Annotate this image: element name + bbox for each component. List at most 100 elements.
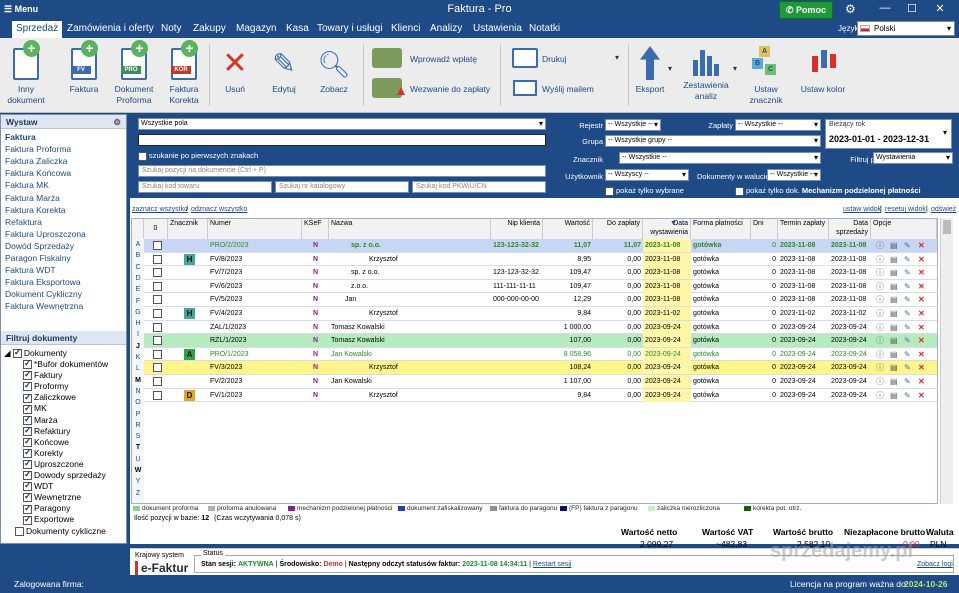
reset-view-link[interactable]: resetuj widok (885, 206, 926, 213)
row-checkbox[interactable] (153, 363, 162, 373)
sidebar-link[interactable]: Faktura Wewnętrzna (5, 301, 84, 312)
gear-icon[interactable]: ⚙ (845, 2, 856, 16)
table-row[interactable]: H FV/4/2023 N Krzysztof 9,84 0,00 2023-11-02 go… (132, 307, 937, 321)
alphabet-letter[interactable]: R (135, 421, 141, 429)
tree-item[interactable]: Korekty (23, 447, 63, 459)
sidebar-link[interactable]: Paragon Fiskalny (5, 253, 71, 263)
table-row[interactable]: A PRO/1/2023 N Jan Kowalski 8 058,96 0,00 2023… (132, 347, 937, 362)
grid-scrollbar[interactable] (940, 218, 953, 504)
tree-item[interactable]: Faktury (23, 369, 62, 381)
tree-item-cyclic[interactable]: Dokumenty cykliczne (15, 526, 106, 536)
info-icon[interactable]: ⓘ (876, 336, 884, 346)
column-header[interactable]: KSeF (302, 219, 329, 239)
info-icon[interactable]: ⓘ (876, 390, 884, 400)
row-checkbox[interactable] (153, 281, 162, 291)
alphabet-letter[interactable]: C (135, 263, 141, 271)
info-icon[interactable]: ⓘ (876, 363, 884, 373)
pencil-icon[interactable]: ✎ (904, 377, 911, 386)
first-chars-option[interactable]: szukanie po pierwszych znakach (138, 151, 258, 161)
info-icon[interactable]: ⓘ (876, 322, 884, 332)
payment-reminder-button[interactable]: Wezwanie do zapłaty (410, 84, 491, 94)
delete-icon[interactable]: ✕ (918, 336, 925, 346)
export-dropdown-icon[interactable]: ▾ (668, 64, 673, 73)
analysis-dropdown-icon[interactable]: ▾ (733, 64, 738, 73)
delete-icon[interactable]: ✕ (918, 254, 925, 264)
deselect-all-link[interactable]: odznacz wszystko (191, 206, 248, 213)
menu-zamowienia[interactable]: Zamówienia i oferty (67, 23, 154, 34)
new-proforma-button[interactable]: + PRO Dokument Proforma (110, 40, 158, 106)
set-view-link[interactable]: ustaw widok (843, 206, 882, 213)
period-selector[interactable]: Bieżący rok 2023-01-01 - 2023-12-31 ▾ (825, 119, 952, 149)
sidebar-link[interactable]: Faktura (5, 132, 36, 142)
split-payment-checkbox[interactable] (735, 186, 744, 196)
menu-button[interactable]: ☰ Menu (4, 4, 39, 14)
alphabet-letter[interactable]: D (135, 274, 141, 282)
row-checkbox[interactable] (153, 336, 162, 346)
column-header[interactable]: Nip klienta (491, 219, 543, 239)
delete-icon[interactable]: ✕ (918, 322, 925, 332)
info-icon[interactable]: ⓘ (876, 309, 884, 318)
tree-checkbox[interactable] (23, 491, 32, 503)
tree-checkbox[interactable] (23, 425, 32, 436)
maximize-icon[interactable]: ☐ (907, 3, 917, 15)
product-code-input[interactable]: Szukaj kod towaru (138, 181, 272, 193)
row-checkbox[interactable] (153, 377, 162, 386)
column-header[interactable]: Termin zapłaty (778, 219, 829, 239)
pencil-icon[interactable]: ✎ (904, 268, 911, 278)
sidebar-link[interactable]: Faktura Końcowa (5, 168, 72, 179)
alphabet-letter[interactable]: W (134, 467, 142, 474)
preview-icon[interactable]: ▤ (890, 336, 898, 346)
sidebar-link[interactable]: Faktura Zaliczka (5, 156, 68, 167)
row-checkbox[interactable] (153, 322, 162, 332)
info-icon[interactable]: ⓘ (876, 295, 884, 305)
tree-checkbox[interactable] (23, 380, 32, 392)
info-icon[interactable]: ⓘ (876, 241, 884, 250)
sidebar-link[interactable]: Dokument Cykliczny (5, 289, 82, 300)
tree-item[interactable]: MK (23, 403, 47, 414)
row-checkbox[interactable] (153, 254, 162, 264)
tree-checkbox[interactable] (23, 447, 32, 459)
scrollbar-thumb[interactable] (943, 220, 951, 234)
tree-checkbox[interactable] (23, 436, 32, 447)
column-header[interactable]: Numer (208, 219, 302, 239)
alphabet-letter[interactable]: G (135, 308, 141, 316)
pencil-icon[interactable]: ✎ (904, 309, 911, 318)
menu-analizy[interactable]: Analizy (430, 23, 463, 34)
tree-checkbox[interactable] (23, 358, 32, 370)
menu-magazyn[interactable]: Magazyn (236, 23, 277, 34)
alphabet-letter[interactable]: E (135, 286, 141, 294)
tree-checkbox[interactable] (23, 503, 32, 514)
preview-icon[interactable]: ▤ (890, 363, 898, 373)
alphabet-letter[interactable]: F (135, 297, 141, 305)
payments-select[interactable]: -- Wszystkie -- (735, 119, 821, 131)
pkwiu-code-input[interactable]: Szukaj kod PKWiU/CN (412, 181, 546, 193)
select-all-link[interactable]: zaznacz wszystko (132, 206, 189, 213)
preview-icon[interactable]: ▤ (890, 390, 898, 400)
register-select[interactable]: -- Wszystkie -- (605, 119, 661, 131)
sidebar-link[interactable]: Refaktura (5, 216, 42, 227)
column-header[interactable]: Dni (751, 219, 778, 239)
row-checkbox[interactable] (153, 241, 162, 250)
currency-select[interactable]: -- Wszystkie -- (767, 169, 821, 181)
sidebar-gear-icon[interactable]: ⚙ (113, 117, 121, 127)
sidebar-link[interactable]: Faktura Proforma (5, 144, 72, 155)
tree-item[interactable]: Paragony (23, 503, 70, 514)
pencil-icon[interactable]: ✎ (904, 254, 911, 264)
alphabet-letter[interactable]: I (137, 331, 139, 339)
tree-item[interactable]: Exportowe (23, 514, 74, 525)
set-color-button[interactable]: Ustaw kolor (798, 44, 848, 95)
tree-item[interactable]: Proformy (23, 380, 68, 392)
marker-select[interactable]: -- Wszystkie -- (619, 152, 821, 164)
preview-icon[interactable]: ▤ (890, 377, 898, 386)
alphabet-letter[interactable]: H (135, 320, 141, 328)
new-correction-button[interactable]: + KOR Faktura Korekta (161, 40, 207, 106)
help-button[interactable]: ✆ Pomoc (779, 1, 833, 19)
tree-checkbox[interactable] (23, 403, 32, 414)
send-email-button[interactable]: Wyślij mailem (542, 84, 594, 94)
view-logs-link[interactable]: Zobacz logi (917, 561, 953, 568)
row-checkbox[interactable] (153, 390, 162, 400)
search-document-items-input[interactable]: Szukaj pozycji na dokumencie (Ctrl + P) (138, 165, 546, 177)
tree-checkbox[interactable] (15, 526, 24, 536)
